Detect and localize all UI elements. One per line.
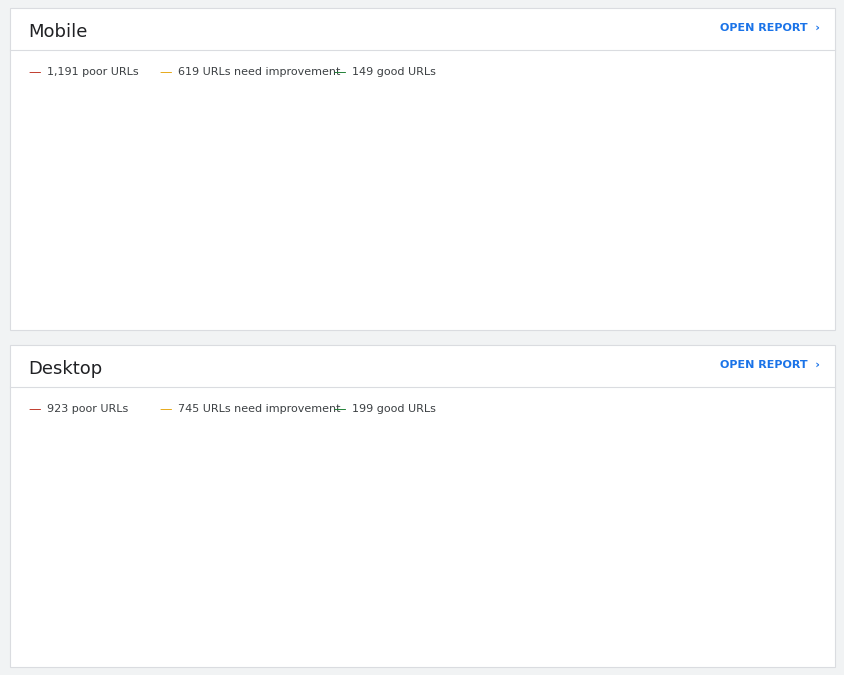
Text: Desktop: Desktop: [29, 360, 103, 378]
Text: Mobile: Mobile: [29, 23, 88, 41]
Text: 619 URLs need improvement: 619 URLs need improvement: [178, 68, 340, 77]
Text: —: —: [333, 65, 345, 79]
Text: 745 URLs need improvement: 745 URLs need improvement: [178, 404, 340, 414]
Text: 1,191 poor URLs: 1,191 poor URLs: [47, 68, 138, 77]
Text: —: —: [160, 65, 172, 79]
Text: —: —: [29, 402, 41, 416]
Text: —: —: [160, 402, 172, 416]
Text: 199 good URLs: 199 good URLs: [351, 404, 435, 414]
Text: OPEN REPORT  ›: OPEN REPORT ›: [719, 360, 819, 370]
Text: 923 poor URLs: 923 poor URLs: [47, 404, 128, 414]
Text: 149 good URLs: 149 good URLs: [351, 68, 435, 77]
Text: OPEN REPORT  ›: OPEN REPORT ›: [719, 23, 819, 33]
Text: 1: 1: [349, 639, 355, 649]
Text: —: —: [333, 402, 345, 416]
Text: —: —: [29, 65, 41, 79]
Text: 1: 1: [349, 302, 355, 313]
